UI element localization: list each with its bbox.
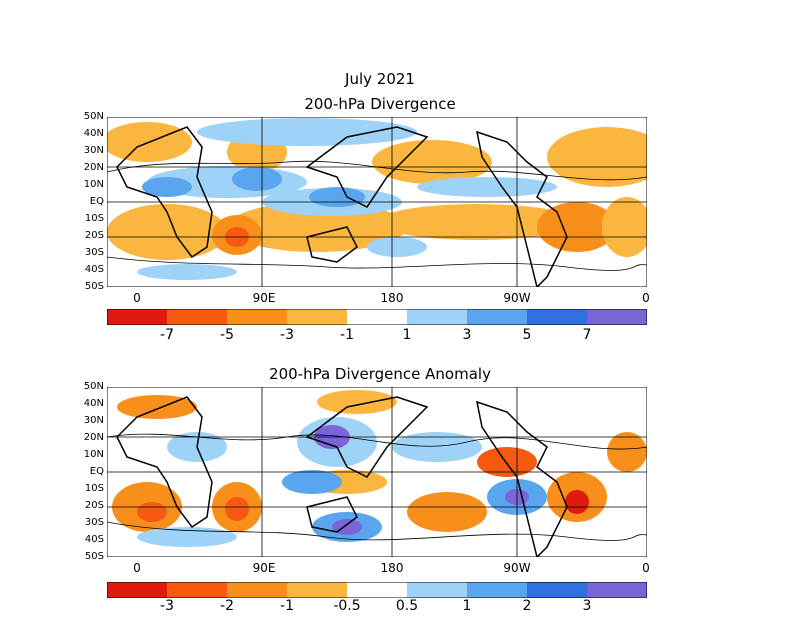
p2-lat-label: 10N <box>83 449 104 460</box>
p1-lat-label: 40N <box>83 128 104 139</box>
p2-lat-label: 40N <box>83 398 104 409</box>
p2-colorbar-label: 0.5 <box>395 598 419 614</box>
p2-colorbar-label: 2 <box>522 598 532 614</box>
p1-lat-label: EQ <box>89 196 104 207</box>
p1-colorbar-label: -7 <box>160 327 174 343</box>
p2-colorbar-swatch <box>287 582 347 598</box>
p2-colorbar-label: -3 <box>160 598 174 614</box>
p1-lat-label: 20N <box>83 162 104 173</box>
p2-lon-label: 90W <box>503 561 531 575</box>
p2-lat-label: 50N <box>83 381 104 392</box>
p2-colorbar-swatch <box>167 582 227 598</box>
p2-lat-label: 30N <box>83 415 104 426</box>
panel1-title: 200-hPa Divergence <box>304 95 456 113</box>
panel2-title: 200-hPa Divergence Anomaly <box>269 365 491 383</box>
p1-lat-label: 20S <box>84 230 104 241</box>
p1-colorbar-swatch <box>587 309 647 325</box>
p2-lon-label: 0 <box>642 561 650 575</box>
p1-colorbar-swatch <box>107 309 167 325</box>
p2-colorbar-swatch <box>527 582 587 598</box>
p1-lat-label: 40S <box>84 264 104 275</box>
p1-colorbar-label: -3 <box>280 327 294 343</box>
p2-colorbar-swatch <box>347 582 407 598</box>
p2-lat-label: 30S <box>84 517 104 528</box>
p1-lat-label: 30S <box>84 247 104 258</box>
p1-colorbar-swatch <box>527 309 587 325</box>
p2-colorbar-swatch <box>467 582 527 598</box>
p1-colorbar-swatch <box>467 309 527 325</box>
p1-lon-label: 90W <box>503 291 531 305</box>
p2-lat-label: 20N <box>83 432 104 443</box>
p1-colorbar-label: 3 <box>462 327 472 343</box>
divergence-map <box>107 117 647 287</box>
p1-lon-label: 0 <box>642 291 650 305</box>
p2-colorbar-label: 1 <box>462 598 472 614</box>
p2-lon-label: 0 <box>133 561 141 575</box>
p2-lat-label: EQ <box>89 466 104 477</box>
p2-colorbar-label: 3 <box>582 598 592 614</box>
p1-lat-label: 10S <box>84 213 104 224</box>
p2-colorbar-swatch <box>227 582 287 598</box>
p1-colorbar-label: -5 <box>220 327 234 343</box>
p2-colorbar-swatch <box>587 582 647 598</box>
p1-colorbar-swatch <box>407 309 467 325</box>
p1-colorbar-label: 7 <box>582 327 592 343</box>
p1-colorbar-label: 1 <box>402 327 412 343</box>
p1-lat-label: 50N <box>83 111 104 122</box>
p2-lat-label: 20S <box>84 500 104 511</box>
p2-colorbar-label: -1 <box>280 598 294 614</box>
p2-colorbar-swatch <box>107 582 167 598</box>
p2-lon-label: 180 <box>380 561 404 575</box>
p2-colorbar <box>107 582 647 598</box>
p1-colorbar-swatch <box>167 309 227 325</box>
date-title: July 2021 <box>345 70 415 88</box>
p1-colorbar-swatch <box>227 309 287 325</box>
p1-lon-label: 0 <box>133 291 141 305</box>
p1-colorbar-swatch <box>287 309 347 325</box>
p1-colorbar-swatch <box>347 309 407 325</box>
p2-lon-label: 90E <box>252 561 276 575</box>
p1-lat-label: 50S <box>84 281 104 292</box>
divergence-anomaly-map <box>107 387 647 557</box>
p1-lat-label: 30N <box>83 145 104 156</box>
p2-colorbar-label: -2 <box>220 598 234 614</box>
p2-colorbar-label: -0.5 <box>333 598 361 614</box>
p1-lon-label: 180 <box>380 291 404 305</box>
p2-lat-label: 50S <box>84 551 104 562</box>
p1-lat-label: 10N <box>83 179 104 190</box>
p2-colorbar-swatch <box>407 582 467 598</box>
p1-colorbar-label: 5 <box>522 327 532 343</box>
p2-lat-label: 40S <box>84 534 104 545</box>
p1-colorbar-label: -1 <box>340 327 354 343</box>
p2-lat-label: 10S <box>84 483 104 494</box>
p1-lon-label: 90E <box>252 291 276 305</box>
p1-colorbar <box>107 309 647 325</box>
